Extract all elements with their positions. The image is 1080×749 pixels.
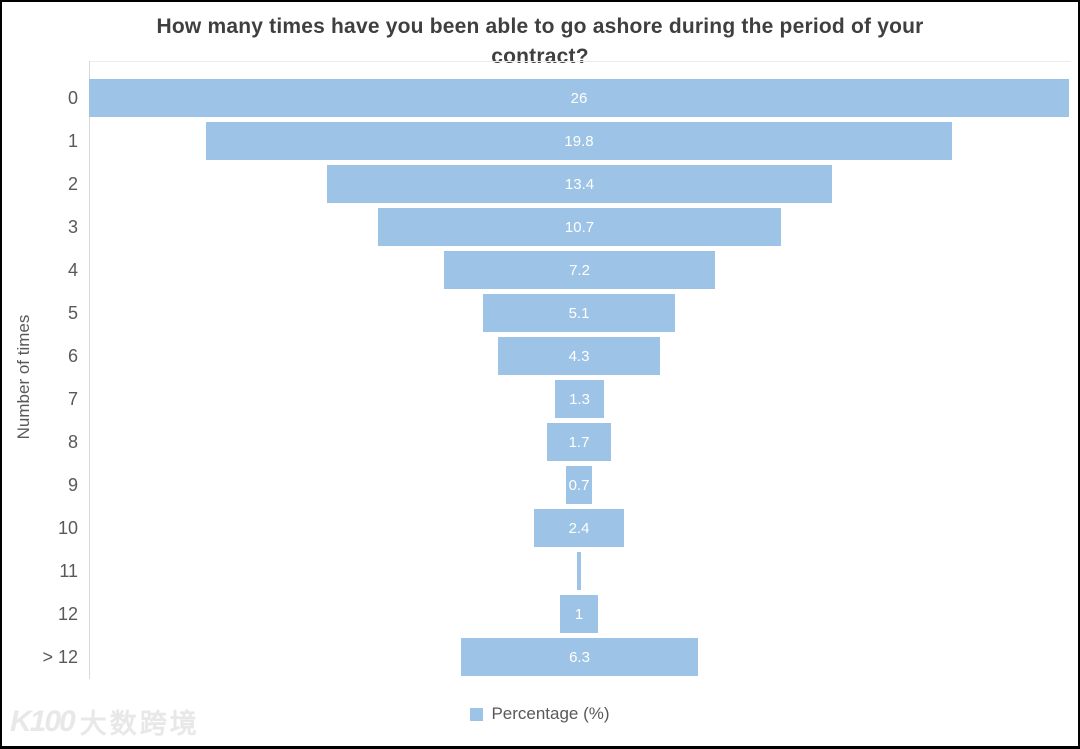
funnel-bar: 10.7 [378, 208, 781, 246]
category-tick-label: 7 [67, 389, 78, 409]
y-axis-title: Number of times [14, 314, 33, 440]
category-tick-label: 1 [67, 131, 78, 151]
funnel-bar: 6.3 [461, 638, 698, 676]
category-tick-label: 9 [67, 475, 78, 495]
bar-value-label: 1.7 [568, 433, 590, 451]
category-tick-label: 11 [59, 561, 78, 581]
funnel-bar: 19.8 [206, 122, 952, 160]
funnel-bar [577, 552, 581, 590]
funnel-bar: 7.2 [444, 251, 715, 289]
category-tick-label: 5 [67, 303, 78, 323]
category-tick-label: 6 [67, 346, 78, 366]
category-tick-label: 8 [67, 432, 78, 452]
bar-value-label: 1 [574, 605, 584, 623]
funnel-bar: 2.4 [534, 509, 624, 547]
watermark: K100 大数跨境 [10, 702, 200, 741]
category-tick-label: 12 [57, 604, 78, 624]
funnel-bar: 13.4 [327, 165, 832, 203]
category-tick-label: 4 [67, 260, 78, 280]
watermark-logo: K100 [10, 704, 76, 738]
funnel-bar: 1.7 [547, 423, 611, 461]
bar-value-label: 2.4 [568, 519, 590, 537]
legend-swatch-icon [470, 707, 484, 721]
bar-value-label: 19.8 [564, 132, 594, 150]
legend-label: Percentage (%) [491, 704, 610, 723]
watermark-text: 大数跨境 [79, 709, 200, 739]
funnel-bar: 0.7 [566, 466, 592, 504]
bar-value-label: 4.3 [568, 347, 590, 365]
bar-value-label: 6.3 [569, 648, 590, 666]
funnel-bar: 4.3 [498, 337, 660, 375]
category-tick-label: 3 [67, 217, 78, 237]
bar-value-label: 13.4 [564, 175, 595, 193]
funnel-bar: 1.3 [555, 380, 604, 418]
plot-top-border [90, 61, 1071, 62]
category-tick-label: > 12 [42, 647, 78, 667]
bar-value-label: 0.7 [568, 476, 590, 494]
chart-title: How many times have you been able to go … [156, 15, 924, 68]
bar-value-label: 26 [570, 89, 588, 107]
y-axis-line [89, 61, 90, 679]
bar-value-label: 7.2 [569, 261, 590, 279]
funnel-bar: 1 [560, 595, 598, 633]
bar-value-label: 5.1 [568, 304, 590, 322]
funnel-bar: 5.1 [483, 294, 675, 332]
legend: Percentage (%) [2, 704, 1078, 724]
bar-value-label: 1.3 [569, 390, 590, 408]
funnel-bar: 26 [89, 79, 1069, 117]
category-tick-label: 0 [67, 88, 78, 108]
category-tick-label: 10 [57, 518, 78, 538]
bar-value-label: 10.7 [564, 218, 595, 236]
category-tick-label: 2 [67, 174, 78, 194]
